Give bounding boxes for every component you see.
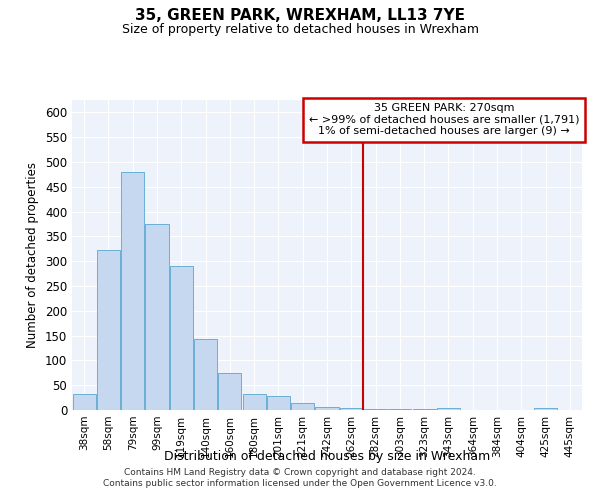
Bar [364, 408, 387, 410]
Bar [194, 339, 217, 410]
Bar [413, 409, 436, 410]
Y-axis label: Number of detached properties: Number of detached properties [26, 162, 40, 348]
Bar [316, 406, 338, 410]
Bar [340, 408, 363, 410]
Text: Contains HM Land Registry data © Crown copyright and database right 2024.
Contai: Contains HM Land Registry data © Crown c… [103, 468, 497, 487]
Bar [291, 402, 314, 410]
Text: 35 GREEN PARK: 270sqm
← >99% of detached houses are smaller (1,791)
1% of semi-d: 35 GREEN PARK: 270sqm ← >99% of detached… [309, 103, 580, 136]
Bar [267, 396, 290, 410]
Bar [121, 172, 144, 410]
Bar [73, 394, 95, 410]
Bar [97, 250, 120, 410]
Text: Distribution of detached houses by size in Wrexham: Distribution of detached houses by size … [164, 450, 490, 463]
Bar [145, 224, 169, 410]
Bar [170, 266, 193, 410]
Bar [437, 408, 460, 410]
Text: Size of property relative to detached houses in Wrexham: Size of property relative to detached ho… [121, 22, 479, 36]
Bar [242, 394, 266, 410]
Bar [388, 409, 412, 410]
Bar [218, 373, 241, 410]
Bar [534, 408, 557, 410]
Text: 35, GREEN PARK, WREXHAM, LL13 7YE: 35, GREEN PARK, WREXHAM, LL13 7YE [135, 8, 465, 22]
